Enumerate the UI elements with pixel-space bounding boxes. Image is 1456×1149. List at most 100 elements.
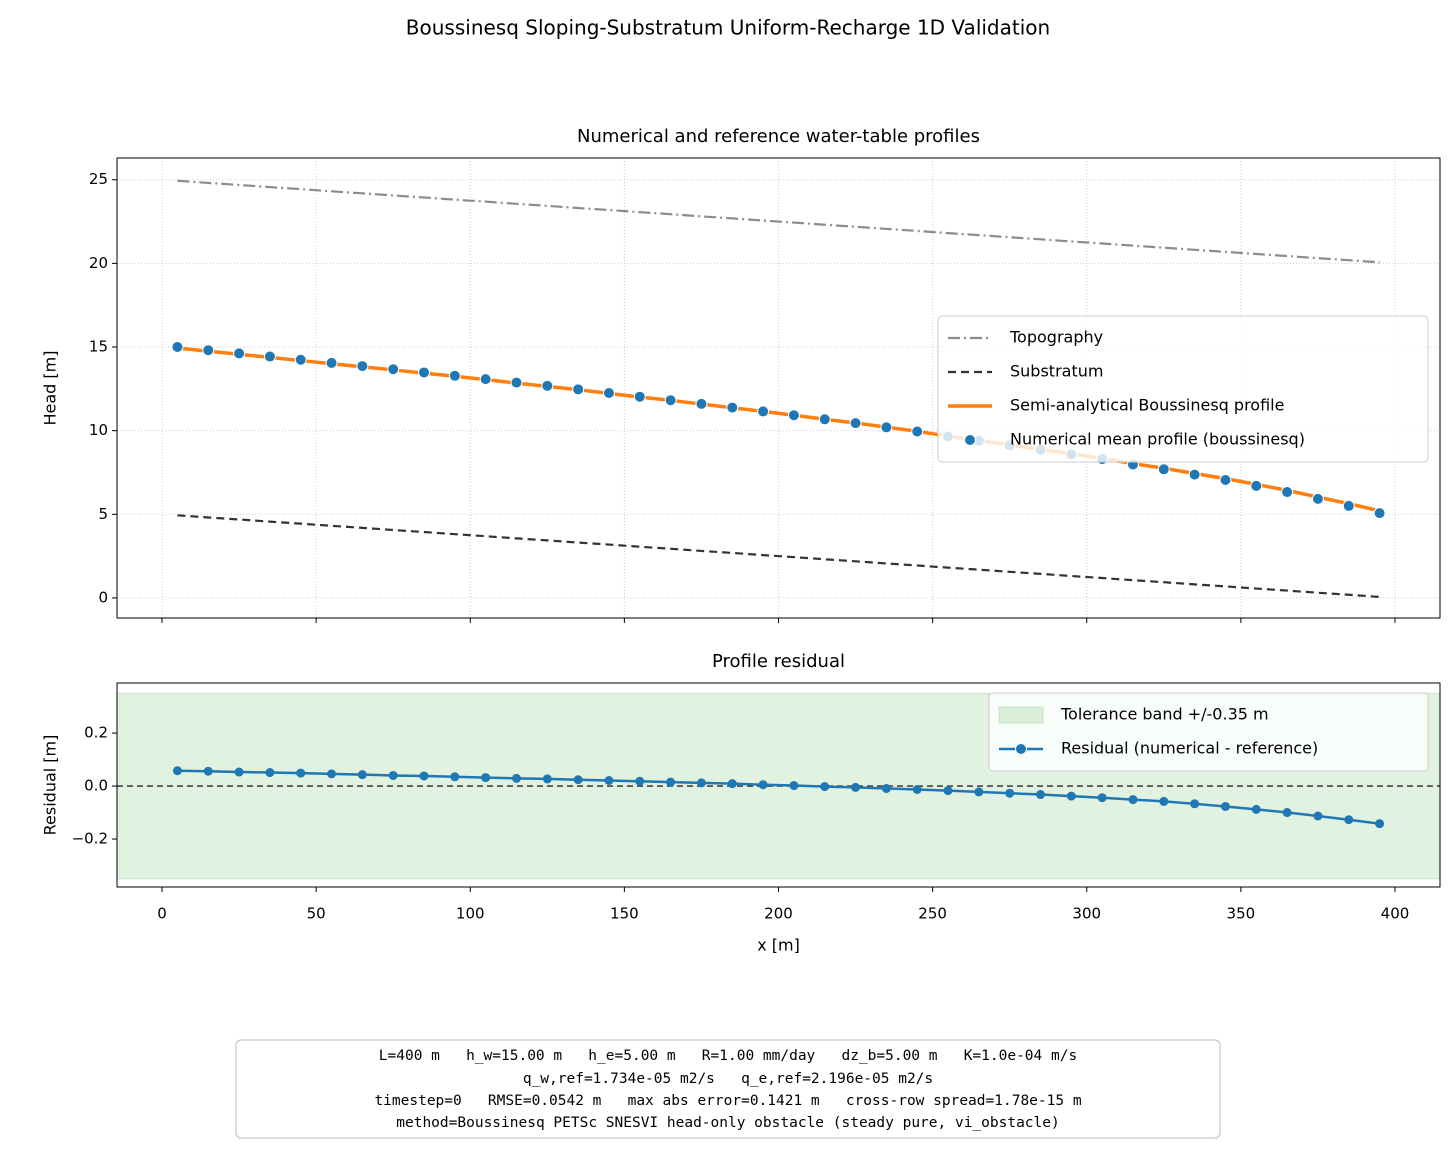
data-point xyxy=(1373,507,1386,520)
data-point xyxy=(758,780,768,790)
data-point xyxy=(573,775,583,785)
legend-box xyxy=(988,692,1429,772)
figure-title: Boussinesq Sloping-Substratum Uniform-Re… xyxy=(406,16,1050,40)
footnote-box xyxy=(235,1039,1221,1139)
data-point xyxy=(1344,815,1354,825)
data-point xyxy=(1219,474,1232,486)
footnote-line: timestep=0 RMSE=0.0542 m max abs error=0… xyxy=(374,1093,1081,1109)
data-point xyxy=(234,767,244,777)
data-point xyxy=(880,421,893,434)
x-tick-label: 350 xyxy=(1227,905,1256,923)
data-point xyxy=(1036,790,1046,800)
data-point xyxy=(1220,801,1230,811)
data-point xyxy=(448,369,461,382)
series-line xyxy=(177,514,1380,599)
data-point xyxy=(1066,791,1076,801)
data-point xyxy=(1250,479,1263,492)
data-point xyxy=(325,356,338,369)
footnote-line: method=Boussinesq PETSc SNESVI head-only… xyxy=(396,1115,1059,1131)
legend-box xyxy=(937,315,1429,463)
data-point xyxy=(172,766,182,776)
x-tick-label: 250 xyxy=(918,905,947,923)
data-point xyxy=(851,782,861,792)
data-point xyxy=(388,770,398,780)
axes-frame xyxy=(116,157,1441,619)
y-axis-label: Head [m] xyxy=(41,351,60,426)
legend-label: Substratum xyxy=(1010,362,1103,381)
data-point xyxy=(696,778,706,788)
data-point xyxy=(294,353,307,366)
data-point xyxy=(726,401,739,414)
data-point xyxy=(327,769,337,779)
data-point xyxy=(541,379,554,392)
data-point xyxy=(357,770,367,780)
data-point xyxy=(789,781,799,791)
data-point xyxy=(1342,499,1355,512)
data-point xyxy=(542,774,552,784)
x-tick-label: 400 xyxy=(1381,905,1410,923)
y-axis-label: Residual [m] xyxy=(41,735,60,836)
y-tick-label: −0.2 xyxy=(72,830,108,848)
data-point xyxy=(1190,799,1200,809)
data-point xyxy=(511,773,521,783)
data-point xyxy=(727,779,737,789)
data-point xyxy=(1282,808,1292,818)
data-point xyxy=(695,397,708,410)
legend-label: Topography xyxy=(1009,328,1103,347)
axes-frame xyxy=(116,682,1441,888)
data-point xyxy=(604,775,614,785)
data-point xyxy=(1005,788,1015,798)
data-point xyxy=(820,782,830,792)
x-tick-label: 100 xyxy=(456,905,485,923)
data-point xyxy=(450,772,460,782)
data-point xyxy=(818,413,831,426)
y-tick-label: 0 xyxy=(98,588,108,606)
data-point xyxy=(479,373,492,386)
axes-title: Profile residual xyxy=(712,651,845,672)
data-point xyxy=(510,376,523,389)
y-tick-label: 15 xyxy=(89,338,108,356)
data-point xyxy=(296,768,306,778)
data-point xyxy=(265,768,275,778)
data-point xyxy=(233,347,246,360)
data-point xyxy=(664,394,677,407)
x-axis-label: x [m] xyxy=(757,936,800,955)
data-point xyxy=(1313,811,1323,821)
data-point xyxy=(1097,793,1107,803)
y-tick-label: 0.2 xyxy=(84,724,108,742)
legend-label: Numerical mean profile (boussinesq) xyxy=(1010,430,1305,449)
y-tick-label: 5 xyxy=(98,505,108,523)
x-tick-label: 150 xyxy=(610,905,639,923)
legend-label: Residual (numerical - reference) xyxy=(1061,739,1318,758)
x-tick-label: 0 xyxy=(157,905,167,923)
y-tick-label: 0.0 xyxy=(84,777,108,795)
data-point xyxy=(787,409,800,422)
data-point xyxy=(356,360,369,373)
data-point xyxy=(666,777,676,787)
data-point xyxy=(202,344,215,357)
data-point xyxy=(912,785,922,795)
data-point xyxy=(974,787,984,797)
data-point xyxy=(481,773,491,783)
series-line xyxy=(177,346,1380,513)
data-point xyxy=(1159,796,1169,806)
data-point xyxy=(757,405,770,418)
footnote-line: L=400 m h_w=15.00 m h_e=5.00 m R=1.00 mm… xyxy=(379,1048,1077,1064)
data-point xyxy=(881,783,891,793)
footnote-line: q_w,ref=1.734e-05 m2/s q_e,ref=2.196e-05… xyxy=(523,1071,933,1087)
data-point xyxy=(1128,795,1138,805)
legend-swatch xyxy=(998,706,1044,724)
data-point xyxy=(418,366,431,379)
data-point xyxy=(419,771,429,781)
y-tick-label: 10 xyxy=(89,421,108,439)
x-tick-label: 200 xyxy=(764,905,793,923)
data-point xyxy=(633,390,646,403)
series-line xyxy=(177,179,1380,264)
data-point xyxy=(635,776,645,786)
y-tick-label: 20 xyxy=(89,254,108,272)
data-point xyxy=(1281,486,1294,499)
legend-label: Tolerance band +/-0.35 m xyxy=(1060,705,1269,724)
data-point xyxy=(849,417,862,430)
